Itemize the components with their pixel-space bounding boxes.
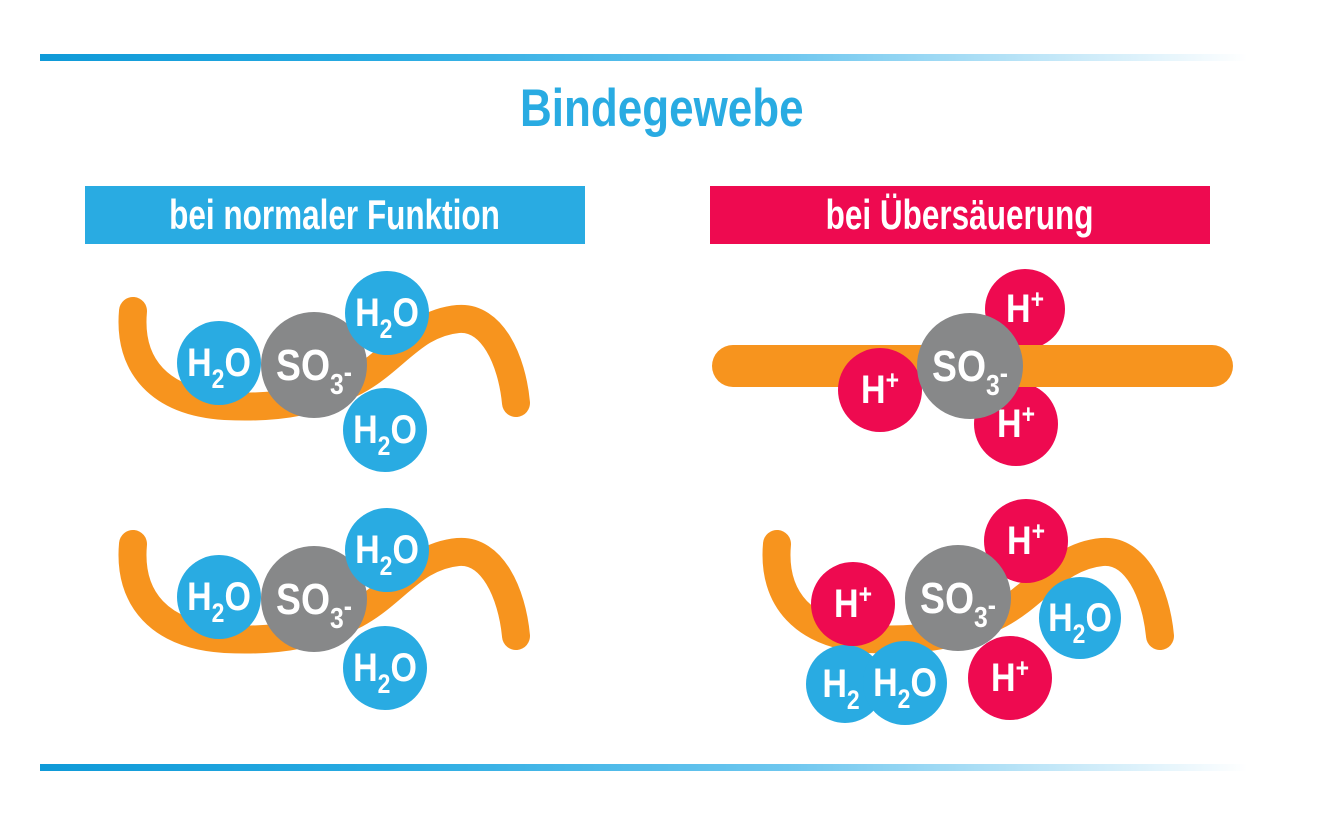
sulfonate-label: SO3- xyxy=(276,574,352,634)
water-molecule xyxy=(177,555,261,639)
sulfonate-group xyxy=(905,545,1011,651)
water-label: H2O xyxy=(353,644,417,699)
diagram-normal-bottom: H2O SO3- H2O H2O xyxy=(132,508,516,710)
top-divider-line xyxy=(40,54,1285,61)
proton-label: H+ xyxy=(1006,284,1044,330)
sulfonate-group xyxy=(261,312,367,418)
water-label: H2O xyxy=(355,289,419,344)
bottom-divider-line xyxy=(40,764,1285,771)
water-molecule xyxy=(177,321,261,405)
proton-ion xyxy=(968,636,1052,720)
proton-ion xyxy=(984,499,1068,583)
sulfonate-group xyxy=(261,546,367,652)
diagram-acidic-bottom: H2 H2O H2O H+ H+ H+ SO3- xyxy=(776,499,1160,725)
water-molecule xyxy=(806,645,884,723)
sulfonate-label: SO3- xyxy=(920,573,996,633)
page-title-text: Bindegewebe xyxy=(520,78,804,138)
sulfonate-label: SO3- xyxy=(932,341,1008,401)
proton-ion xyxy=(838,348,922,432)
water-label: H2O xyxy=(187,573,251,628)
proton-label: H+ xyxy=(991,653,1029,699)
water-molecule xyxy=(343,626,427,710)
panel-header-acidification: bei Übersäuerung xyxy=(710,186,1210,244)
water-molecule xyxy=(863,641,947,725)
sulfonate-group xyxy=(917,313,1023,419)
proton-label: H+ xyxy=(861,365,899,411)
proton-ion xyxy=(811,562,895,646)
water-partial-label: H2 xyxy=(822,660,859,715)
water-label: H2O xyxy=(187,339,251,394)
water-label: H2O xyxy=(353,406,417,461)
panel-header-acidic-label: bei Übersäuerung xyxy=(826,191,1094,238)
water-molecule xyxy=(345,508,429,592)
sulfonate-label: SO3- xyxy=(276,340,352,400)
water-label: H2O xyxy=(355,526,419,581)
water-molecule xyxy=(1039,577,1121,659)
diagram-acidic-top: H+ H+ H+ SO3- xyxy=(712,269,1233,466)
panel-header-normal-label: bei normaler Funktion xyxy=(169,191,501,238)
proton-label: H+ xyxy=(834,579,872,625)
proton-label: H+ xyxy=(1007,516,1045,562)
water-label: H2O xyxy=(1048,594,1112,649)
diagram-normal-top: H2O SO3- H2O H2O xyxy=(132,271,516,472)
panel-header-normal-function: bei normaler Funktion xyxy=(85,186,585,244)
water-molecule xyxy=(345,271,429,355)
page-title: Bindegewebe xyxy=(0,76,1324,140)
water-label: H2O xyxy=(873,659,937,714)
water-molecule xyxy=(343,388,427,472)
